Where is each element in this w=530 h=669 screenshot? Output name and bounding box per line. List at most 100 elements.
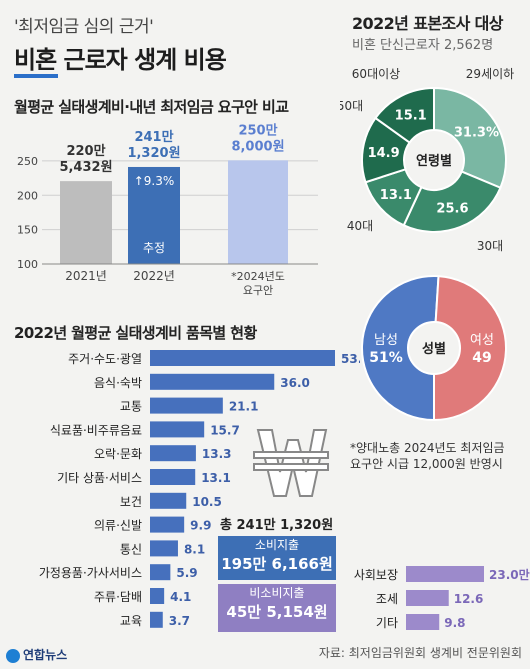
item-category-label: 오락·문화	[94, 447, 142, 461]
nonconsumption-value-label: 23.0만원	[489, 567, 530, 582]
nonconsumption-value: 45만 5,154원	[226, 603, 328, 621]
age-donut-center-label: 연령별	[416, 153, 452, 169]
gender-donut-chart: 남성 51% 여성 49 성별	[361, 275, 507, 422]
header-subtitle: '최저임금 심의 근거'	[14, 17, 154, 37]
nonconsumption-category-label: 사회보장	[354, 568, 398, 582]
item-value-label: 10.5	[192, 495, 222, 509]
items-chart: 주거·수도·광열 53.6만원음식·숙박 36.0 교통 21.1 식료품·비주류음료 15…	[39, 350, 360, 628]
age-slice-category: 30대	[477, 239, 503, 253]
survey-subtitle: 비혼 단신근로자 2,562명	[352, 38, 494, 53]
item-value-label: 5.9	[176, 566, 197, 580]
nonconsumption-category-label: 조세	[376, 592, 398, 606]
total-label: 총 241만 1,320원	[220, 518, 334, 533]
item-category-label: 교육	[120, 614, 142, 628]
items-chart-title: 2022년 월평균 실태생계비 품목별 현황	[14, 324, 257, 342]
nonconsumption-label: 비소비지출	[249, 586, 305, 600]
gender-slice-value: 49	[472, 350, 491, 366]
age-slice-value: 13.1	[380, 188, 412, 203]
item-category-label: 음식·숙박	[94, 376, 142, 390]
x-category-label: 2021년	[65, 269, 107, 283]
item-value-label: 53.6만원	[341, 351, 360, 366]
item-value-label: 9.9	[190, 519, 211, 533]
age-slice-value: 15.1	[395, 109, 427, 124]
item-bar	[150, 373, 275, 390]
gender-slice-category: 남성	[374, 333, 398, 348]
bar-value-label: 241만	[134, 129, 173, 145]
age-slice-category: 50대	[340, 99, 363, 113]
item-category-label: 의류·신발	[94, 519, 142, 533]
item-category-label: 가정용품·가사서비스	[39, 566, 142, 580]
y-tick-label: 250	[17, 155, 38, 168]
item-category-label: 통신	[120, 542, 142, 556]
nonconsumption-bar	[406, 566, 484, 582]
comparison-chart-title: 월평균 실태생계비·내년 최저임금 요구안 비교	[14, 98, 289, 116]
item-category-label: 식료품·비주류음료	[50, 423, 142, 437]
x-category-label: *2024년도	[231, 270, 285, 283]
x-category-label: 2022년	[133, 269, 175, 283]
donut-slice	[361, 275, 440, 422]
item-category-label: 교통	[120, 400, 142, 414]
logo: 연합뉴스	[6, 646, 67, 663]
bar-value-label: 250만	[238, 122, 277, 138]
item-value-label: 8.1	[184, 542, 205, 556]
item-category-label: 보건	[120, 495, 142, 509]
item-bar	[150, 540, 178, 557]
bar-value-label: 8,000원	[231, 139, 284, 154]
footnote-line-1: *양대노총 2024년도 최저임금	[350, 441, 505, 455]
y-tick-label: 200	[17, 189, 38, 202]
survey-title: 2022년 표본조사 대상	[352, 14, 504, 33]
estimate-label: 추정	[143, 241, 165, 255]
item-bar	[150, 445, 196, 462]
item-bar	[150, 350, 335, 366]
y-tick-label: 100	[17, 258, 38, 271]
donut-slice	[433, 86, 507, 190]
age-donut-chart: 31.3% 29세이하 25.6 30대 13.1 40대 14.9 50대 15.1 60대이상…	[340, 67, 514, 253]
comparison-bar	[228, 160, 288, 264]
item-value-label: 4.1	[170, 590, 191, 604]
nonconsumption-category-label: 기타	[376, 616, 398, 630]
nonconsumption-value-label: 9.8	[444, 616, 465, 630]
nonconsumption-bar	[406, 614, 440, 630]
donut-slice	[402, 170, 502, 233]
item-bar	[150, 516, 185, 533]
age-slice-value: 25.6	[436, 202, 468, 217]
consumption-box: 소비지출 195만 6,166원	[218, 536, 336, 580]
page-title: 비혼 근로자 생계 비용	[14, 46, 227, 74]
item-value-label: 13.3	[202, 447, 232, 461]
nonconsumption-value-label: 12.6	[454, 592, 484, 606]
item-value-label: 15.7	[210, 423, 240, 437]
age-slice-value: 14.9	[368, 146, 400, 161]
gender-slice-value: 51%	[369, 350, 403, 366]
comparison-bar	[128, 166, 180, 264]
bar-value-label: 220만	[66, 143, 105, 159]
age-slice-category: 40대	[347, 219, 373, 233]
item-bar	[150, 469, 196, 485]
item-category-label: 기타 상품·서비스	[57, 471, 142, 485]
y-tick-label: 150	[17, 224, 38, 237]
item-category-label: 주거·수도·광열	[68, 352, 142, 366]
item-value-label: 13.1	[201, 471, 231, 485]
age-slice-category: 29세이하	[466, 67, 514, 81]
bar-value-label: 5,432원	[59, 160, 112, 175]
consumption-value: 195만 6,166원	[221, 555, 333, 573]
item-bar	[150, 564, 171, 581]
age-slice-category: 60대이상	[352, 67, 400, 81]
gender-donut-center-label: 성별	[422, 341, 446, 357]
item-category-label: 주류·담배	[94, 590, 142, 604]
logo-icon	[6, 648, 20, 663]
growth-label: ↑9.3%	[134, 174, 175, 188]
item-value-label: 36.0	[280, 376, 310, 390]
item-bar	[150, 611, 163, 628]
donut-slice	[374, 86, 435, 144]
x-category-label: 요구안	[243, 284, 273, 297]
nonconsumption-bar	[406, 590, 449, 606]
footnote: *양대노총 2024년도 최저임금 요구안 시급 12,000원 반영시	[350, 440, 505, 472]
nonconsumption-chart: 사회보장 23.0만원조세 12.6 기타 9.8	[354, 566, 530, 630]
won-sign-icon	[253, 429, 329, 497]
item-bar	[150, 492, 187, 509]
age-slice-value: 31.3%	[454, 126, 499, 141]
nonconsumption-box: 비소비지출 45만 5,154원	[218, 584, 336, 632]
logo-text: 연합뉴스	[23, 648, 68, 662]
item-bar	[150, 588, 165, 604]
